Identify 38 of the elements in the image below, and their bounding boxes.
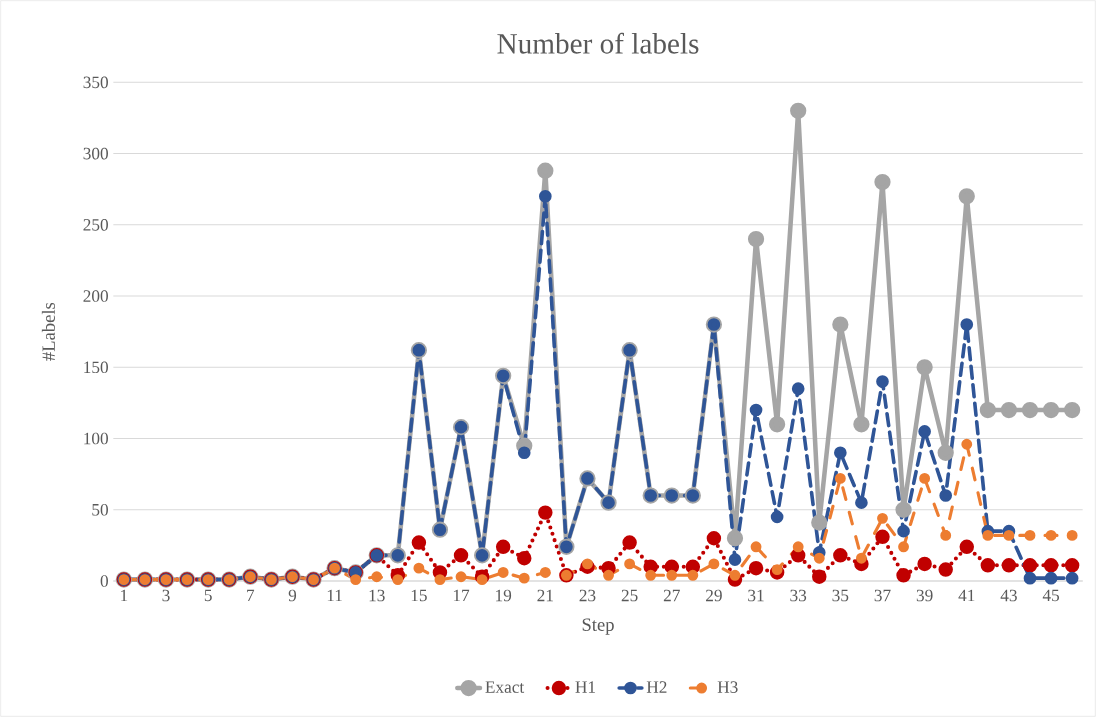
x-tick-label: 33 — [790, 589, 807, 602]
x-tick-label: 41 — [958, 589, 975, 602]
x-tick-label: 1 — [121, 589, 128, 602]
x-tick-label: 21 — [537, 589, 553, 602]
chart-title: Number of labels — [497, 32, 699, 54]
legend-label: H2 — [646, 681, 667, 693]
y-tick-label: 350 — [83, 76, 108, 89]
x-tick-label: 9 — [288, 589, 297, 602]
x-tick-label: 25 — [621, 589, 638, 602]
x-tick-label: 45 — [1042, 589, 1060, 602]
x-tick-label: 27 — [663, 589, 680, 602]
y-tick-label: 50 — [92, 503, 108, 516]
x-tick-label: 23 — [579, 589, 596, 602]
x-tick-label: 3 — [162, 589, 170, 602]
y-tick-label: 100 — [84, 432, 108, 445]
legend-label: H3 — [717, 681, 738, 693]
x-tick-label: 17 — [453, 589, 470, 602]
x-tick-label: 13 — [369, 589, 385, 602]
x-tick-label: 19 — [496, 589, 512, 602]
y-tick-label: 250 — [83, 218, 108, 231]
x-tick-label: 35 — [832, 589, 849, 602]
y-axis-title: #Labels — [41, 302, 55, 361]
x-tick-label: 39 — [916, 589, 933, 602]
x-tick-label: 5 — [204, 589, 212, 602]
y-tick-label: 300 — [83, 147, 108, 160]
x-axis-title: Step — [582, 618, 614, 635]
y-tick-label: 150 — [84, 361, 108, 374]
y-tick-label: 200 — [83, 290, 108, 302]
x-tick-label: 43 — [1000, 589, 1017, 602]
legend-label: Exact — [485, 681, 525, 693]
x-tick-label: 29 — [706, 589, 722, 602]
x-tick-label: 7 — [247, 589, 255, 601]
x-tick-label: 15 — [411, 589, 427, 602]
x-tick-label: 11 — [327, 589, 342, 602]
x-tick-label: 31 — [748, 589, 764, 602]
y-tick-label: 0 — [100, 575, 108, 587]
x-tick-label: 37 — [874, 589, 891, 602]
legend-label: H1 — [575, 681, 596, 693]
